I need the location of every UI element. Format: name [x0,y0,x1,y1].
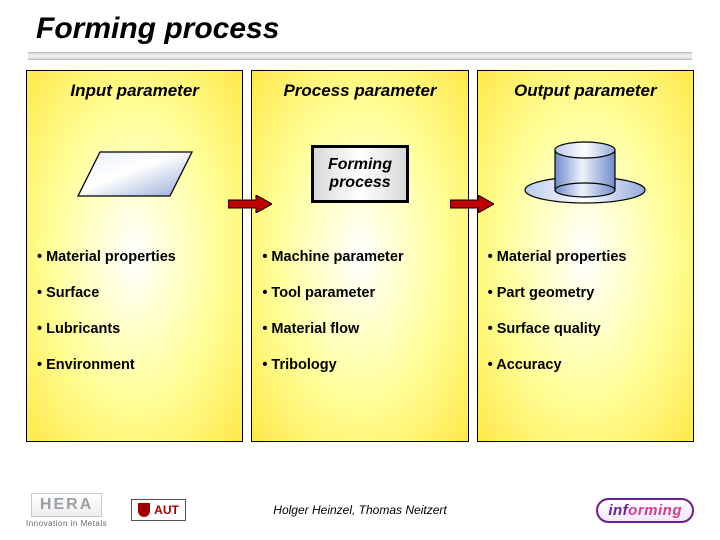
sheet-icon [72,146,198,202]
bullet: • Machine parameter [262,239,459,275]
logo-informing: informing [596,498,694,523]
output-graphic [478,109,693,239]
column-header-process: Process parameter [252,71,467,109]
logo-hera-text: HERA [31,493,102,517]
arrow-icon [228,195,272,213]
hat-icon [515,132,655,217]
bullet: • Accuracy [488,347,685,383]
bullet: • Material properties [488,239,685,275]
bullet: • Material properties [37,239,234,275]
footer: HERA Innovation in Metals AUT Holger Hei… [0,480,720,540]
logo-inform-pre: inf [608,502,628,519]
columns-container: Input parameter • Material properties [0,70,720,442]
bullet: • Material flow [262,311,459,347]
logo-hera: HERA Innovation in Metals [26,493,107,528]
process-bullets: • Machine parameter • Tool parameter • M… [252,239,467,391]
logo-inform-post: orming [628,502,682,519]
arrow-icon [450,195,494,213]
bullet: • Part geometry [488,275,685,311]
title-divider [28,52,692,60]
bullet: • Lubricants [37,311,234,347]
footer-credits: Holger Heinzel, Thomas Neitzert [273,503,446,517]
column-header-output: Output parameter [478,71,693,109]
bullet: • Surface quality [488,311,685,347]
bullet: • Tool parameter [262,275,459,311]
process-box-label: Formingprocess [328,156,392,191]
logo-aut-text: AUT [154,503,179,517]
column-output: Output parameter [477,70,694,442]
process-box: Formingprocess [311,145,409,204]
column-header-input: Input parameter [27,71,242,109]
output-bullets: • Material properties • Part geometry • … [478,239,693,391]
process-graphic: Formingprocess [252,109,467,239]
input-bullets: • Material properties • Surface • Lubric… [27,239,242,391]
logo-aut: AUT [131,499,186,521]
column-input: Input parameter • Material properties [26,70,243,442]
shield-icon [138,503,150,517]
bullet: • Environment [37,347,234,383]
logo-hera-subtext: Innovation in Metals [26,519,107,528]
input-graphic [27,109,242,239]
slide-title: Forming process [0,0,720,52]
column-process: Process parameter Formingprocess • Machi… [251,70,468,442]
bullet: • Tribology [262,347,459,383]
bullet: • Surface [37,275,234,311]
